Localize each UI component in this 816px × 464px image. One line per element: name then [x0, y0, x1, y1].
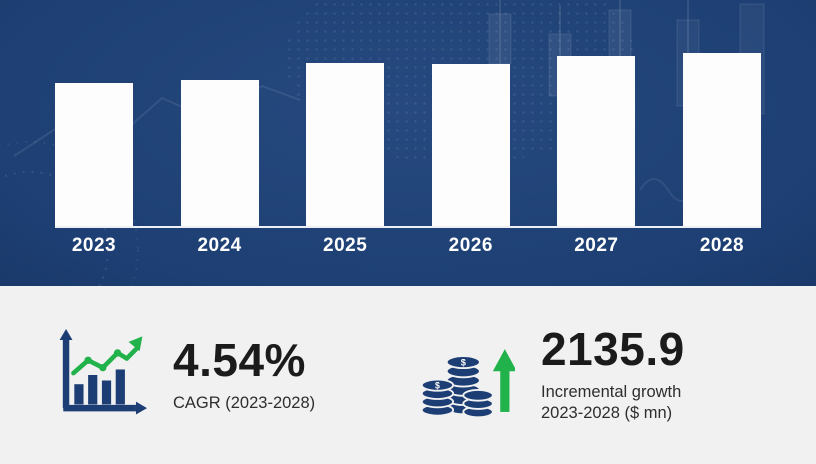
coins-icon: $ $ — [420, 349, 515, 419]
year-label: 2024 — [197, 235, 242, 256]
chart-bar — [55, 83, 133, 226]
cagr-label: CAGR (2023-2028) — [173, 393, 316, 412]
cagr-stat: 4.54% CAGR (2023-2028) — [55, 329, 355, 421]
svg-text:$: $ — [435, 380, 440, 390]
bar-chart-bars — [55, 53, 761, 228]
growth-label-line2: 2023-2028 ($ mn) — [541, 404, 673, 422]
incremental-growth-text: 2135.9 Incremental growth 2023-2028 ($ m… — [541, 326, 685, 423]
cagr-value: 4.54% — [173, 333, 306, 386]
year-label: 2028 — [699, 235, 745, 256]
chart-bar — [431, 64, 510, 226]
chart-bar — [557, 56, 636, 226]
growth-label: Incremental growth 2023-2028 ($ mn) — [541, 382, 685, 423]
x-axis-labels: 2023 2024 2025 2026 2027 2028 — [55, 235, 761, 257]
growth-value: 2135.9 — [541, 323, 685, 376]
year-label: 2027 — [574, 235, 619, 256]
growth-label-line1: Incremental growth — [541, 383, 682, 402]
svg-text:$: $ — [461, 357, 466, 367]
year-label: 2025 — [323, 235, 368, 256]
year-label: 2026 — [448, 235, 493, 256]
chart-bar — [180, 80, 259, 226]
chart-bar — [306, 63, 385, 226]
stats-panel: 4.54% CAGR (2023-2028) $ — [0, 286, 816, 464]
chart-bar — [682, 53, 761, 226]
growth-chart-icon — [59, 329, 147, 415]
chart-panel: 2023 2024 2025 2026 2027 2028 — [0, 0, 816, 286]
incremental-growth-stat: $ $ 2135.9 — [419, 326, 685, 423]
year-label: 2023 — [71, 235, 117, 256]
cagr-text: 4.54% CAGR (2023-2028) — [173, 337, 315, 414]
bar-chart: 2023 2024 2025 2026 2027 2028 — [55, 53, 761, 257]
